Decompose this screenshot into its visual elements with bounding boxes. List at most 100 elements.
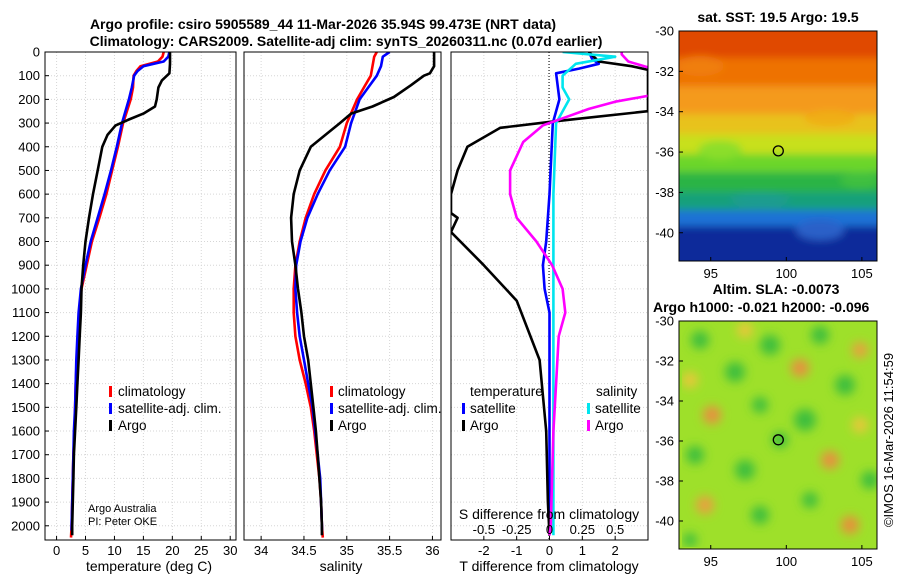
x-tick-label: 2	[612, 543, 619, 558]
salinity-panel: 34 34.5 35 35.5 36 salinity climatology sate…	[243, 51, 442, 574]
legend-swatch-t-argo	[462, 420, 465, 431]
salinity-grid	[244, 51, 441, 540]
y-tick-label: 1100	[12, 305, 40, 320]
map-y-tick-label: -30	[655, 314, 674, 329]
series-line-argo	[70, 52, 172, 536]
s-tick-label: 0.5	[606, 522, 624, 537]
difference-legend-temperature: temperature satellite Argo	[462, 384, 543, 433]
y-tick-label: 1800	[11, 471, 40, 486]
figure-title-line2: Climatology: CARS2009. Satellite-adj cli…	[90, 33, 603, 49]
series-line-argo	[289, 52, 436, 536]
y-tick-label: 300	[18, 116, 40, 131]
t-difference-xlabel: T difference from climatology	[459, 558, 638, 574]
temperature-xlabel: temperature (deg C)	[86, 558, 212, 574]
series-line-salinity-argo	[508, 52, 648, 536]
temperature-lines	[69, 52, 172, 538]
argo-location-marker	[772, 434, 784, 446]
series-line-satellite-adj-clim-	[294, 52, 391, 531]
y-tick-label: 0	[33, 45, 40, 60]
x-tick-label: 15	[136, 543, 150, 558]
map-x-tick-label: 100	[775, 554, 797, 569]
map-y-tick-label: -32	[655, 64, 674, 79]
sla-map-panel: Altim. SLA: -0.0073 Argo h1000: -0.021 h…	[653, 281, 878, 570]
map-x-tick-label: 105	[851, 266, 873, 281]
sst-map-frame	[678, 30, 878, 262]
s-tick-label: 0	[546, 522, 553, 537]
map-x-tick-label: 95	[704, 266, 718, 281]
legend-swatch-s-argo	[587, 420, 590, 431]
sst-map-ticks: 95 100 105 -30 -32 -34 -36 -38 -40	[655, 24, 873, 282]
s-difference-x-ticks: -0.5 -0.25 0 0.25 0.5	[473, 522, 625, 537]
x-tick-label: 0	[546, 543, 553, 558]
legend-swatch-argo	[330, 420, 333, 431]
salinity-xlabel: salinity	[320, 558, 363, 574]
legend-label-s-argo: Argo	[595, 418, 624, 433]
credit-line1: Argo Australia	[88, 503, 157, 515]
series-line-climatology	[292, 52, 378, 538]
map-y-tick-label: -36	[655, 145, 674, 160]
x-tick-label: 1	[579, 543, 586, 558]
y-tick-label: 1000	[11, 281, 40, 296]
map-y-tick-label: -38	[655, 185, 674, 200]
imos-watermark: ©IMOS 16-Mar-2026 11:54:59	[881, 353, 896, 527]
x-tick-label: -1	[511, 543, 523, 558]
map-x-tick-label: 105	[851, 554, 873, 569]
x-tick-label: 25	[194, 543, 208, 558]
x-tick-label: 30	[223, 543, 237, 558]
y-tick-label: 600	[18, 187, 40, 202]
argo-location-marker	[772, 145, 784, 157]
y-tick-label: 900	[18, 258, 40, 273]
legend-swatch-s-satellite	[587, 403, 590, 414]
legend-swatch-argo	[109, 420, 112, 431]
legend-swatch-satellite	[109, 403, 112, 414]
depth-ticks: 0 100 200 300 400 500 600 700 800 900 1000 1100 1200…	[11, 45, 49, 533]
y-tick-label: 400	[18, 139, 40, 154]
temperature-legend: climatology satellite-adj. clim. Argo	[109, 384, 222, 433]
temperature-grid	[45, 51, 236, 540]
y-tick-label: 700	[18, 210, 40, 225]
legend-swatch-satellite	[330, 403, 333, 414]
y-tick-label: 200	[18, 92, 40, 107]
series-line-temperature-satellite	[541, 52, 601, 531]
x-tick-label: 10	[107, 543, 121, 558]
y-tick-label: 1700	[11, 447, 40, 462]
map-x-tick-label: 100	[775, 266, 797, 281]
x-tick-label: 20	[165, 543, 179, 558]
map-y-tick-label: -34	[655, 394, 674, 409]
temperature-axes-box	[44, 51, 237, 541]
x-tick-label: 0	[53, 543, 60, 558]
legend-label-climatology: climatology	[338, 384, 406, 399]
sst-map-title: sat. SST: 19.5 Argo: 19.5	[697, 9, 859, 25]
temperature-x-ticks: 0 5 10 15 20 25 30	[53, 536, 237, 558]
legend-swatch-climatology	[330, 386, 333, 397]
y-tick-label: 1400	[11, 376, 40, 391]
y-tick-label: 1900	[11, 495, 40, 510]
sla-map-ticks: 95 100 105 -30 -32 -34 -36 -38 -40	[655, 314, 873, 570]
legend-label-climatology: climatology	[118, 384, 186, 399]
temperature-panel: 0 5 10 15 20 25 30 0 100 200 300 400 500 600 700 800 90…	[11, 45, 237, 575]
x-tick-label: 35.5	[377, 543, 402, 558]
legend-swatch-t-satellite	[462, 403, 465, 414]
salinity-axes-box	[243, 51, 442, 541]
difference-panel: -2 -1 0 1 2 -0.5 -0.25 0 0.25 0.5 T difference f…	[450, 51, 649, 574]
legend-swatch-climatology	[109, 386, 112, 397]
y-tick-label: 1300	[11, 352, 40, 367]
x-tick-label: 35	[340, 543, 354, 558]
y-tick-label: 1600	[11, 424, 40, 439]
x-tick-label: 34.5	[291, 543, 316, 558]
legend-label-satellite: satellite-adj. clim.	[338, 401, 442, 416]
map-y-tick-label: -32	[655, 354, 674, 369]
y-tick-label: 2000	[11, 518, 40, 533]
salinity-legend: climatology satellite-adj. clim. Argo	[330, 384, 442, 433]
map-y-tick-label: -34	[655, 104, 674, 119]
legend-title-salinity: salinity	[596, 384, 638, 399]
difference-lines	[451, 52, 648, 536]
series-line-temperature-argo	[451, 52, 648, 536]
y-tick-label: 1500	[11, 400, 40, 415]
map-y-tick-label: -30	[655, 24, 674, 39]
y-tick-label: 800	[18, 234, 40, 249]
series-line-salinity-satellite	[552, 52, 617, 536]
x-tick-label: -2	[478, 543, 490, 558]
s-tick-label: -0.5	[473, 522, 495, 537]
map-y-tick-label: -40	[655, 225, 674, 240]
